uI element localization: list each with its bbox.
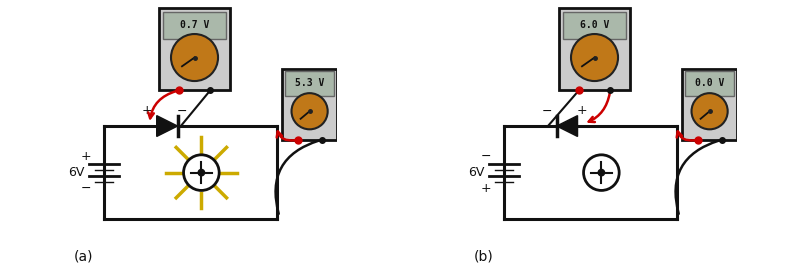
FancyBboxPatch shape: [286, 71, 334, 96]
Text: +: +: [577, 104, 587, 118]
Polygon shape: [557, 116, 578, 136]
Circle shape: [598, 169, 605, 176]
Text: 0.0 V: 0.0 V: [695, 78, 724, 89]
Circle shape: [198, 169, 205, 176]
Text: +: +: [81, 150, 92, 163]
Text: 6.0 V: 6.0 V: [580, 21, 610, 30]
FancyBboxPatch shape: [559, 8, 630, 90]
FancyBboxPatch shape: [163, 12, 226, 39]
FancyBboxPatch shape: [563, 12, 626, 39]
Text: (a): (a): [74, 249, 94, 263]
Circle shape: [291, 93, 328, 129]
Text: 5.3 V: 5.3 V: [295, 78, 324, 89]
Text: −: −: [177, 104, 187, 118]
Circle shape: [583, 155, 619, 190]
Circle shape: [183, 155, 219, 190]
FancyBboxPatch shape: [682, 68, 737, 140]
Text: −: −: [481, 150, 491, 163]
FancyBboxPatch shape: [686, 71, 734, 96]
FancyBboxPatch shape: [282, 68, 337, 140]
Circle shape: [691, 93, 728, 129]
Text: (b): (b): [474, 249, 494, 263]
Text: 6V: 6V: [469, 166, 485, 179]
Circle shape: [171, 34, 218, 81]
Text: 6V: 6V: [69, 166, 85, 179]
Text: −: −: [81, 182, 91, 195]
Text: +: +: [481, 182, 492, 195]
Circle shape: [571, 34, 618, 81]
FancyBboxPatch shape: [159, 8, 230, 90]
Text: 0.7 V: 0.7 V: [180, 21, 210, 30]
Text: +: +: [142, 104, 152, 118]
Polygon shape: [157, 116, 178, 136]
Text: −: −: [542, 104, 552, 118]
